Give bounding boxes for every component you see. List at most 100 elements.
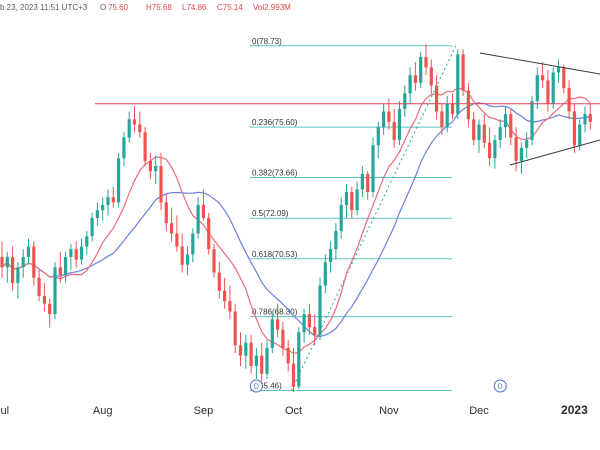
x-tick-label: 2023: [561, 403, 588, 417]
candle-body: [53, 267, 57, 315]
candle-body: [58, 267, 62, 276]
candle-body: [11, 256, 15, 283]
high-value: H75.68: [146, 3, 172, 12]
symbol-info-bar: b 23, 2023 11:51 UTC+3 75.60 O H75.68 L7…: [0, 0, 600, 14]
candle-body: [339, 205, 343, 231]
candle-body: [170, 223, 174, 234]
x-tick-label: Sep: [194, 405, 214, 417]
candle-body: [64, 256, 68, 276]
candle-body: [21, 256, 25, 268]
ma-slow-line: [1, 102, 591, 338]
fib-level-label: 1(65.46): [252, 381, 282, 390]
candle-body: [297, 332, 301, 387]
candle-body: [514, 137, 518, 161]
candle-body: [117, 158, 121, 203]
x-tick-label: Jul: [0, 405, 9, 417]
candle-body: [588, 114, 592, 122]
candle-body: [456, 54, 460, 115]
candle-body: [26, 246, 31, 257]
fib-level-label: 0(78.73): [252, 37, 282, 46]
candle-body: [302, 314, 306, 333]
candle-body: [132, 119, 137, 125]
candle-body: [180, 246, 184, 265]
candle-body: [440, 111, 444, 128]
triangle-lower-line: [509, 139, 600, 166]
candle-body: [148, 160, 152, 172]
candle-body: [313, 327, 317, 335]
candle-body: [254, 355, 258, 367]
candle-body: [530, 101, 534, 141]
candle-body: [138, 124, 142, 133]
candle-body: [196, 205, 200, 234]
x-tick-label: Nov: [379, 405, 399, 417]
candle-body: [408, 75, 412, 94]
volume-value: Vol2.993M: [253, 3, 291, 12]
candle-body: [249, 342, 253, 367]
fib-level-label: 0.382(73.66): [252, 168, 298, 177]
fib-level-label: 0.618(70.53): [252, 250, 298, 259]
candle-body: [185, 254, 190, 265]
candle-body: [307, 314, 311, 328]
candle-body: [424, 56, 428, 68]
candle-body: [541, 75, 545, 81]
candle-body: [37, 277, 41, 296]
candle-body: [509, 114, 513, 138]
candle-body: [583, 114, 587, 125]
candle-body: [281, 329, 285, 348]
x-tick-label: Oct: [285, 405, 302, 417]
candle-body: [488, 142, 492, 159]
candle-body: [472, 119, 476, 141]
candle-body: [429, 67, 433, 86]
candle-body: [318, 285, 322, 335]
candle-body: [74, 249, 78, 260]
candle-body: [397, 108, 402, 141]
timestamp-text: b 23, 2023 11:51 UTC+3: [0, 3, 88, 12]
candle-body: [291, 363, 296, 387]
candle-body: [562, 67, 566, 89]
candle-body: [525, 140, 529, 148]
candle-body: [519, 147, 523, 161]
candle-body: [16, 267, 20, 283]
candle-body: [466, 90, 470, 120]
candle-body: [0, 256, 4, 268]
candle-body: [265, 347, 269, 374]
candle-body: [270, 319, 274, 348]
candle-body: [276, 319, 280, 330]
candle-body: [371, 145, 375, 193]
candle-body: [556, 67, 561, 73]
open-value: 75.60: [108, 3, 129, 12]
candle-body: [48, 303, 52, 315]
ma-fast-line: [1, 87, 591, 354]
candle-body: [228, 301, 232, 312]
candle-body: [191, 233, 195, 255]
candle-body: [201, 205, 205, 218]
candle-body: [382, 111, 386, 128]
triangle-upper-line: [479, 52, 600, 75]
candle-body: [551, 72, 555, 104]
candle-body: [503, 114, 508, 128]
fibonacci-retracement[interactable]: 0(78.73) 0.236(75.60) 0.382(73.66) 0.5(72.0…: [250, 37, 457, 391]
candle-body: [387, 111, 391, 122]
candle-body: [244, 342, 248, 356]
candle-body: [5, 256, 9, 268]
candle-body: [101, 205, 105, 211]
candle-body: [79, 246, 84, 260]
candle-body: [95, 210, 99, 218]
candle-body: [419, 56, 423, 83]
candle-body: [85, 236, 89, 247]
candle-body: [350, 192, 354, 211]
candle-body: [535, 75, 539, 102]
candle-body: [572, 111, 576, 146]
candle-body: [498, 127, 502, 141]
candle-body: [42, 295, 46, 304]
candle-body: [69, 249, 73, 257]
fib-level-label: 0.236(75.60): [252, 118, 298, 127]
moving-averages: [1, 87, 591, 354]
candle-body: [127, 119, 131, 138]
candlestick-series: [0, 43, 592, 392]
trendline-drawings[interactable]: [95, 52, 600, 166]
dividend-marker: [249, 379, 263, 393]
candle-body: [366, 173, 370, 193]
